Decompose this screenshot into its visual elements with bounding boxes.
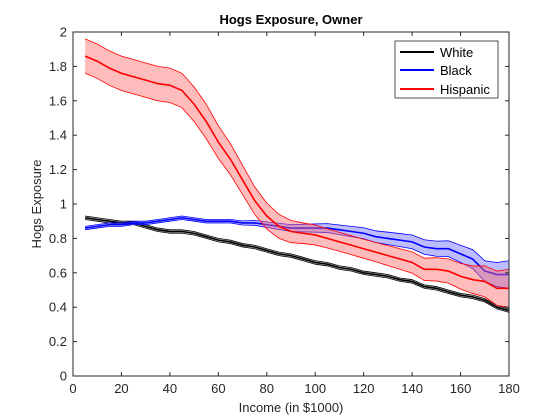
x-tick-label: 160 <box>450 381 472 396</box>
series-line-hispanic <box>84 55 509 290</box>
x-tick-label: 0 <box>69 381 76 396</box>
x-tick-label: 100 <box>304 381 326 396</box>
y-tick-label: 1.8 <box>49 59 67 74</box>
y-tick-label: 1.2 <box>49 162 67 177</box>
legend-label-hispanic: Hispanic <box>440 82 490 97</box>
y-tick-label: 0.2 <box>49 334 67 349</box>
confidence-band-hispanic <box>85 38 509 308</box>
y-tick-label: 1.4 <box>49 128 67 143</box>
series-line-white <box>84 216 510 312</box>
legend-label-white: White <box>440 45 473 60</box>
y-tick-label: 0.6 <box>49 265 67 280</box>
ticks-layer: 0 20 40 60 80 100 120 140 160 180 0 0.2 0.4 0.6 0.8 1 1.… <box>49 25 520 397</box>
y-tick-label: 0 <box>60 369 67 384</box>
x-tick-label: 120 <box>353 381 375 396</box>
x-tick-label: 60 <box>211 381 225 396</box>
x-tick-label: 40 <box>163 381 177 396</box>
upper-bound-white <box>85 215 510 310</box>
y-tick-label: 2 <box>60 25 67 40</box>
y-tick-label: 1.6 <box>49 93 67 108</box>
x-axis-label: Income (in $1000) <box>239 400 344 415</box>
lower-bound-white <box>85 219 510 313</box>
legend: White Black Hispanic <box>394 40 499 99</box>
x-tick-label: 180 <box>498 381 520 396</box>
y-tick-label: 0.8 <box>49 231 67 246</box>
upper-bound-hispanic <box>84 38 510 272</box>
y-tick-label: 1 <box>60 197 67 212</box>
x-tick-label: 80 <box>260 381 274 396</box>
y-axis-label: Hogs Exposure <box>29 160 44 249</box>
series-line-black <box>84 216 509 276</box>
y-tick-label: 0.4 <box>49 300 67 315</box>
lower-bound-hispanic <box>84 72 510 308</box>
x-tick-label: 20 <box>114 381 128 396</box>
upper-bound-black <box>85 215 510 263</box>
legend-label-black: Black <box>440 63 472 78</box>
x-tick-label: 140 <box>401 381 423 396</box>
chart-title: Hogs Exposure, Owner <box>219 12 362 27</box>
series-layer <box>84 38 510 313</box>
